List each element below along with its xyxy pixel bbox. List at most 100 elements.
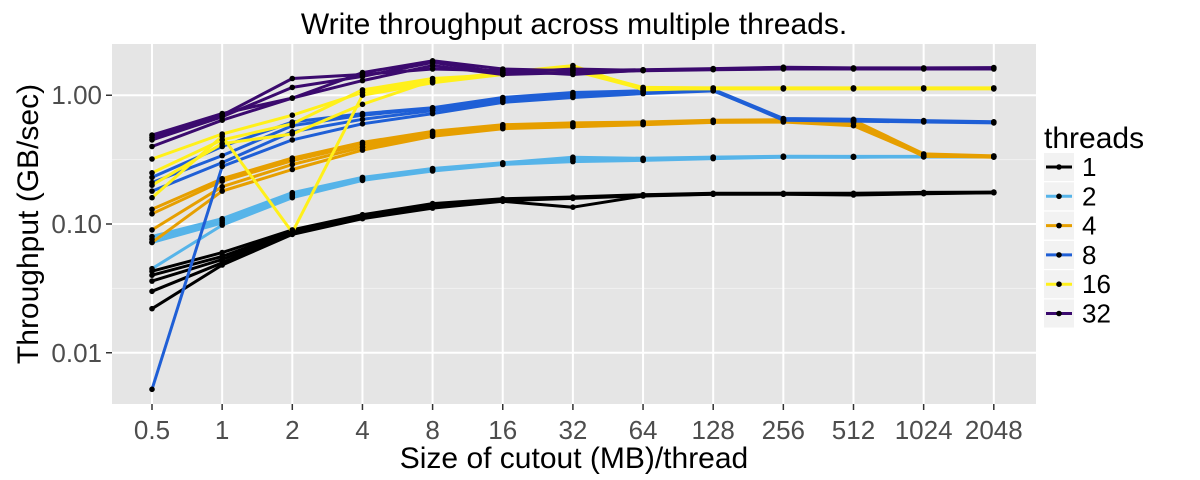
x-tick-label: 16 xyxy=(488,415,517,445)
legend-key-point xyxy=(1056,311,1062,317)
legend-label-1: 1 xyxy=(1082,152,1096,182)
data-point xyxy=(149,227,155,233)
plot-area: 0.01 0.10 1.00 0.5 1 2 4 8 16 32 64 128 256 512 1024 20… xyxy=(51,44,1036,445)
x-tick-label: 2048 xyxy=(965,415,1023,445)
data-point xyxy=(710,66,716,72)
data-point xyxy=(149,144,155,150)
legend-label-16: 16 xyxy=(1082,269,1111,299)
data-point xyxy=(149,234,155,240)
data-point xyxy=(290,137,296,143)
legend-label-8: 8 xyxy=(1082,240,1096,270)
data-point xyxy=(851,154,857,160)
data-point xyxy=(991,153,997,159)
x-axis-label: Size of cutout (MB)/thread xyxy=(400,442,749,475)
y-tick-label: 1.00 xyxy=(51,80,102,110)
data-point xyxy=(500,160,506,166)
data-point xyxy=(570,204,576,210)
data-point xyxy=(851,117,857,123)
y-tick-label: 0.01 xyxy=(51,338,102,368)
data-point xyxy=(219,111,225,117)
x-tick-label: 1024 xyxy=(895,415,953,445)
data-point xyxy=(570,120,576,126)
data-point xyxy=(149,195,155,201)
x-tick-label: 4 xyxy=(355,415,369,445)
data-point xyxy=(570,68,576,74)
data-point xyxy=(500,196,506,202)
legend-key-point xyxy=(1056,164,1062,170)
data-point xyxy=(290,95,296,101)
data-point xyxy=(640,119,646,125)
data-point xyxy=(219,250,225,256)
x-tick-label: 2 xyxy=(285,415,299,445)
data-point xyxy=(640,192,646,198)
data-point xyxy=(360,111,366,117)
data-point xyxy=(360,102,366,108)
data-point xyxy=(290,85,296,91)
data-point xyxy=(430,201,436,207)
data-point xyxy=(149,387,155,393)
data-point xyxy=(640,156,646,162)
data-point xyxy=(991,119,997,125)
data-point xyxy=(921,85,927,91)
data-point xyxy=(851,85,857,91)
legend-key-point xyxy=(1056,252,1062,258)
data-point xyxy=(360,70,366,76)
data-point xyxy=(430,105,436,111)
data-point xyxy=(430,66,436,72)
data-point xyxy=(219,137,225,143)
data-point xyxy=(500,122,506,128)
data-point xyxy=(290,155,296,161)
data-point xyxy=(149,240,155,246)
data-point xyxy=(290,121,296,127)
data-point xyxy=(570,90,576,96)
data-point xyxy=(360,212,366,218)
data-point xyxy=(640,86,646,92)
data-point xyxy=(570,194,576,200)
data-point xyxy=(219,131,225,137)
data-point xyxy=(290,190,296,196)
data-point xyxy=(781,116,787,122)
data-point xyxy=(149,207,155,213)
data-point xyxy=(149,289,155,295)
data-point xyxy=(500,66,506,72)
data-point xyxy=(149,132,155,138)
y-axis-label: Throughput (GB/sec) xyxy=(12,84,45,364)
legend-label-4: 4 xyxy=(1082,211,1096,241)
data-point xyxy=(710,117,716,123)
x-tick-label: 8 xyxy=(425,415,439,445)
data-point xyxy=(219,184,225,190)
data-point xyxy=(290,167,296,173)
data-point xyxy=(149,182,155,188)
legend-key-point xyxy=(1056,194,1062,200)
data-point xyxy=(570,154,576,160)
x-tick-label: 1 xyxy=(215,415,229,445)
data-point xyxy=(640,67,646,73)
data-point xyxy=(921,118,927,124)
data-point xyxy=(851,65,857,71)
x-tick-label: 0.5 xyxy=(134,415,170,445)
data-point xyxy=(500,95,506,101)
data-point xyxy=(290,112,296,118)
data-point xyxy=(430,166,436,172)
x-tick-label: 512 xyxy=(832,415,875,445)
x-tick-label: 32 xyxy=(558,415,587,445)
data-point xyxy=(430,58,436,64)
data-point xyxy=(149,278,155,284)
x-tick-label: 64 xyxy=(629,415,658,445)
x-tick-label: 256 xyxy=(762,415,805,445)
data-point xyxy=(710,154,716,160)
x-tick-label: 128 xyxy=(692,415,735,445)
data-point xyxy=(921,190,927,196)
data-point xyxy=(219,160,225,166)
legend-title: threads xyxy=(1044,122,1144,155)
data-point xyxy=(290,131,296,137)
data-point xyxy=(921,151,927,157)
data-point xyxy=(851,191,857,197)
data-point xyxy=(219,216,225,222)
data-point xyxy=(991,65,997,71)
y-tick-label: 0.10 xyxy=(51,209,102,239)
data-point xyxy=(781,85,787,91)
data-point xyxy=(430,129,436,135)
